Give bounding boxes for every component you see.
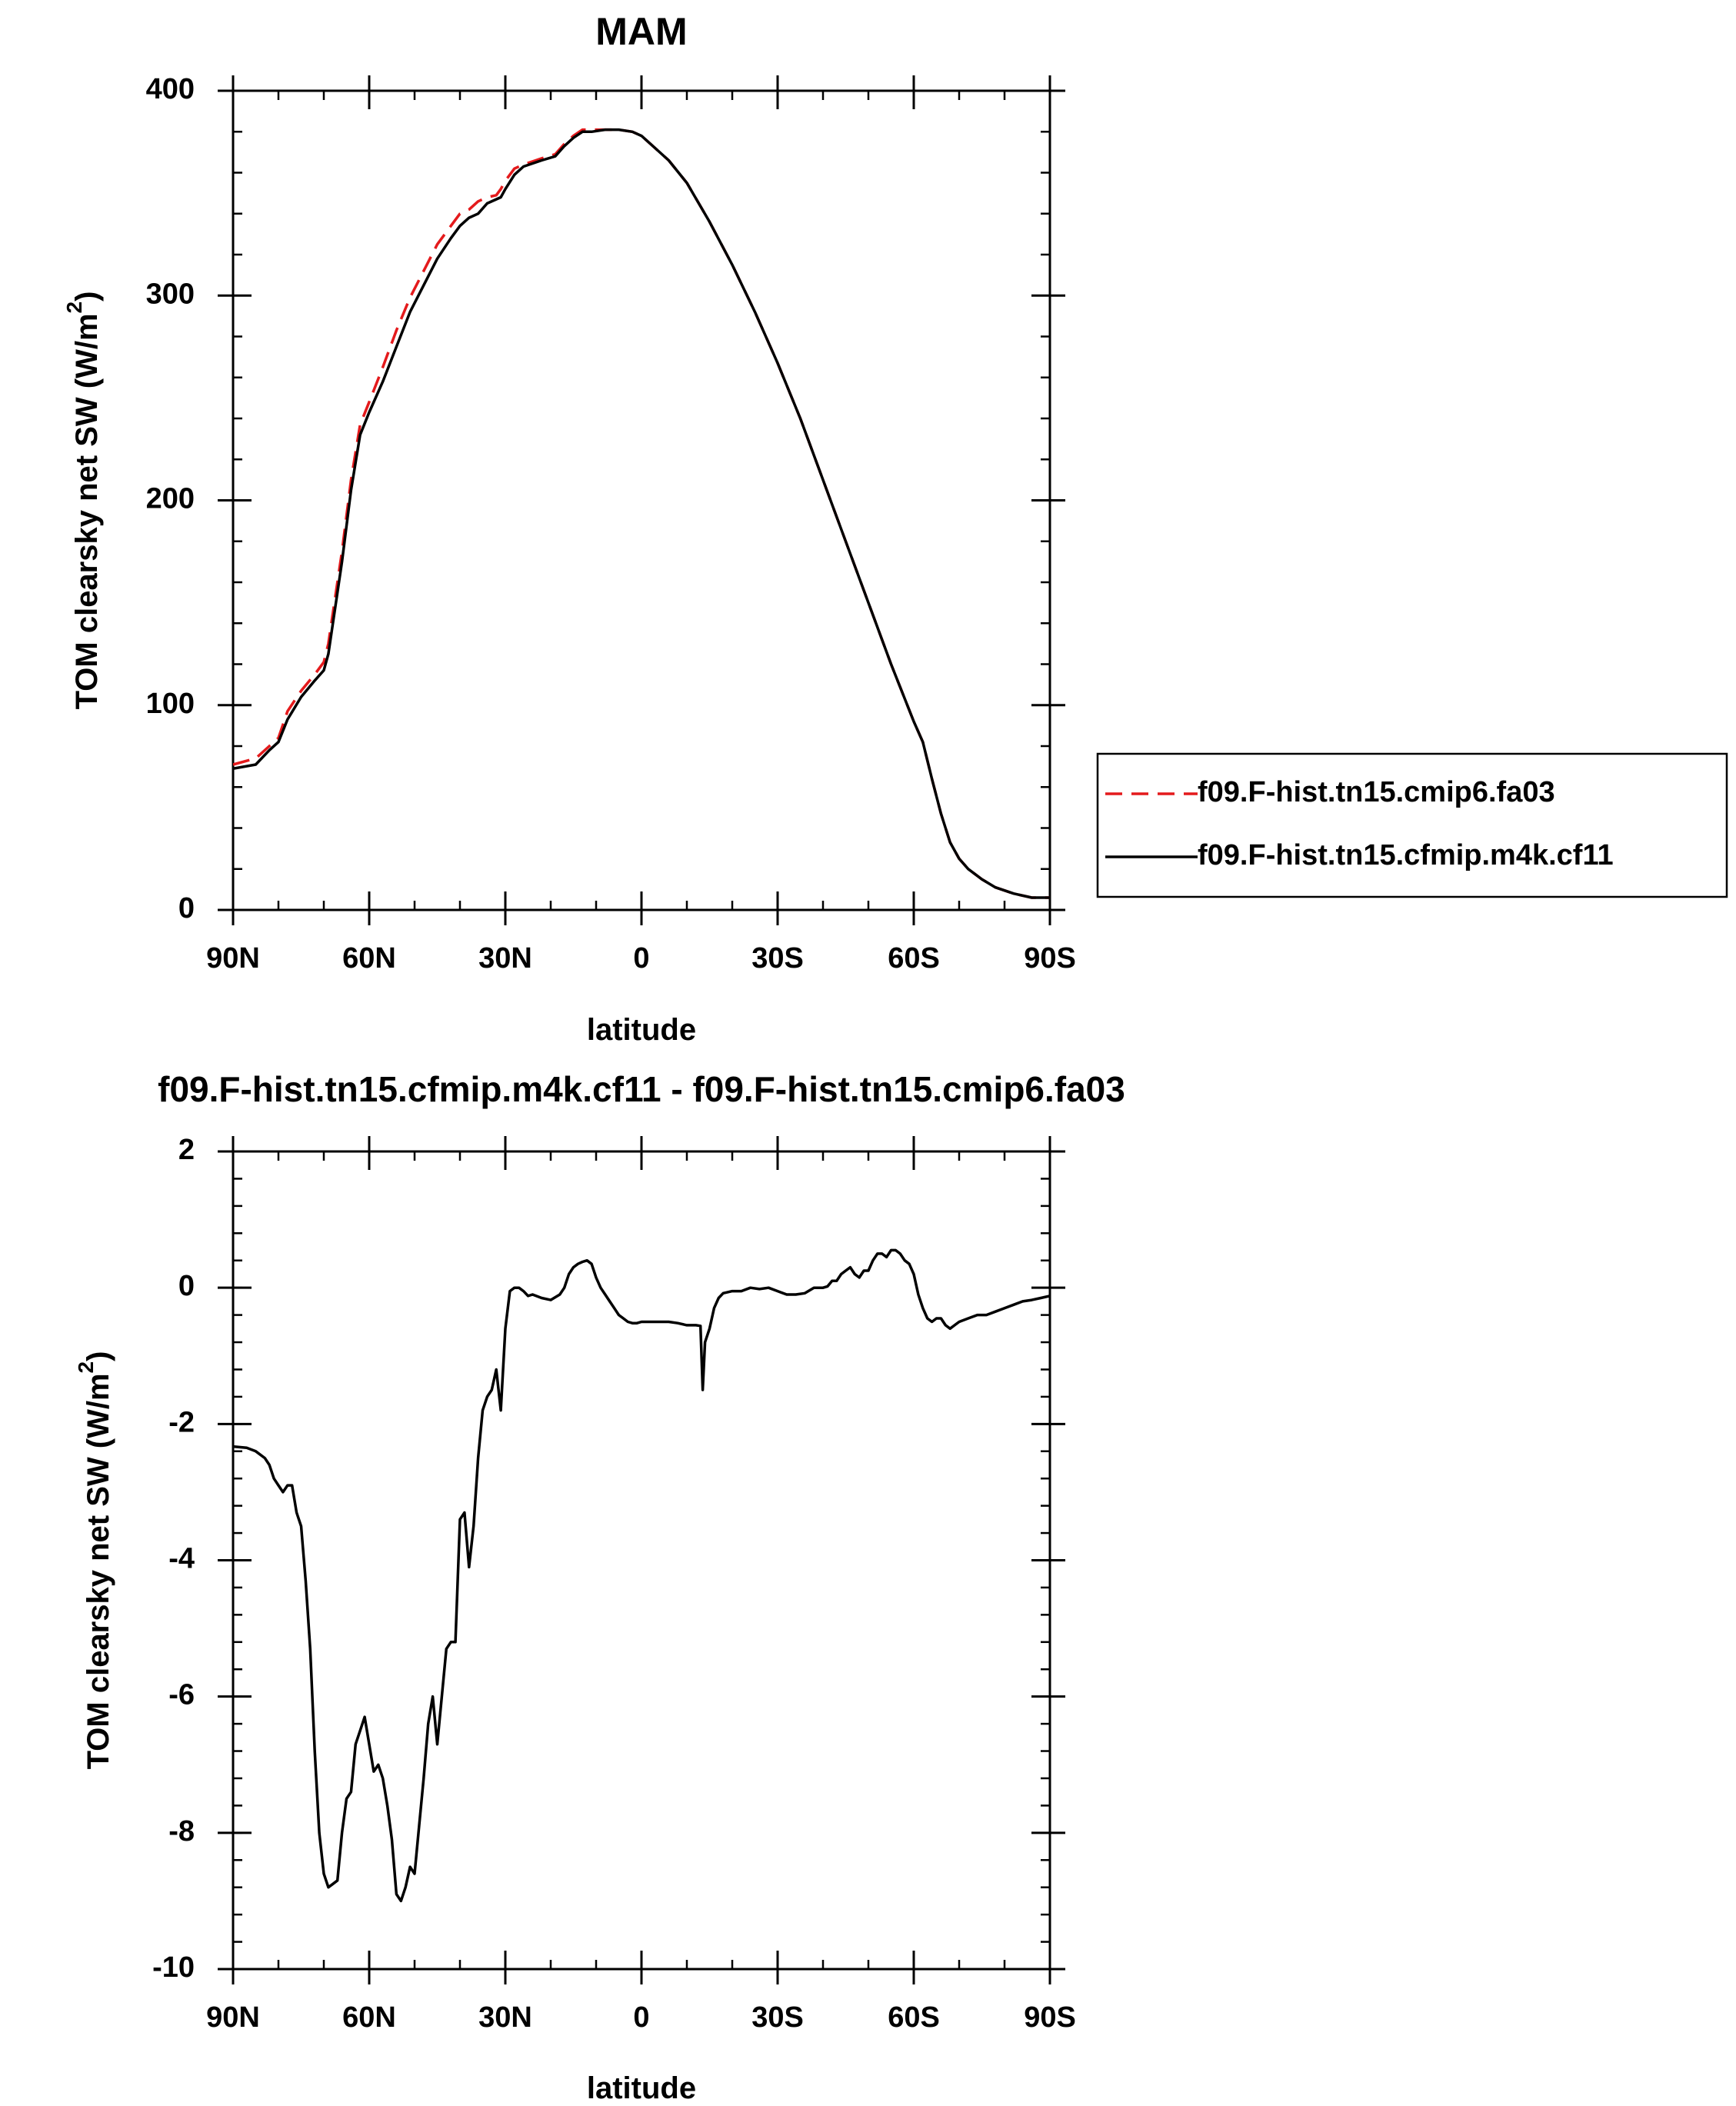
x-axis-label: latitude	[587, 1013, 696, 1047]
x-tick-label: 0	[633, 2001, 649, 2034]
chart-title: MAM	[595, 10, 687, 53]
x-tick-label: 90N	[206, 2001, 260, 2034]
series-line-1	[233, 1248, 1050, 1903]
y-axis-label: TOM clearsky net SW (W/m2)	[62, 292, 103, 710]
chart-panel-2: f09.F-hist.tn15.cfmip.m4k.cf11 - f09.F-h…	[74, 1069, 1125, 2105]
y-tick-label: -10	[152, 1951, 195, 1984]
x-tick-label: 90S	[1024, 942, 1076, 975]
legend-box	[1096, 752, 1728, 898]
x-tick-label: 30S	[751, 2001, 804, 2034]
x-tick-label: 30N	[478, 2001, 532, 2034]
series-line-2	[233, 128, 1050, 899]
series-line-1	[233, 128, 1050, 899]
x-tick-label: 60N	[342, 942, 396, 975]
chart-panel-1: MAM 90N 60N 30N 0 30S 60S 90S 0 100 200 300 400 latit…	[62, 10, 1728, 1047]
x-axis-label: latitude	[587, 2071, 696, 2105]
y-tick-label: -2	[168, 1406, 195, 1438]
legend-entry-2: f09.F-hist.tn15.cfmip.m4k.cf11	[1198, 839, 1614, 871]
x-tick-label: 90N	[206, 942, 260, 975]
y-tick-label: 2	[178, 1134, 195, 1166]
x-tick-label: 60S	[888, 942, 940, 975]
plot-frame	[232, 1150, 1051, 1971]
y-axis-label: TOM clearsky net SW (W/m2)	[74, 1351, 115, 1770]
y-tick-label: 0	[178, 892, 195, 925]
x-tick-label: 30S	[751, 942, 804, 975]
y-tick-label: -6	[168, 1679, 195, 1711]
x-tick-label: 90S	[1024, 2001, 1076, 2034]
y-tick-label: -4	[168, 1543, 195, 1575]
legend-entry-1: f09.F-hist.tn15.cmip6.fa03	[1198, 776, 1555, 808]
plot-frame	[232, 89, 1051, 911]
y-tick-label: 100	[146, 688, 195, 720]
chart-title: f09.F-hist.tn15.cfmip.m4k.cf11 - f09.F-h…	[158, 1069, 1125, 1109]
y-tick-label: -8	[168, 1815, 195, 1848]
x-tick-label: 30N	[478, 942, 532, 975]
y-tick-label: 0	[178, 1270, 195, 1302]
y-tick-label: 200	[146, 483, 195, 515]
x-tick-label: 0	[633, 942, 649, 975]
x-tick-label: 60N	[342, 2001, 396, 2034]
y-tick-label: 300	[146, 278, 195, 310]
x-tick-label: 60S	[888, 2001, 940, 2034]
y-tick-label: 400	[146, 73, 195, 105]
